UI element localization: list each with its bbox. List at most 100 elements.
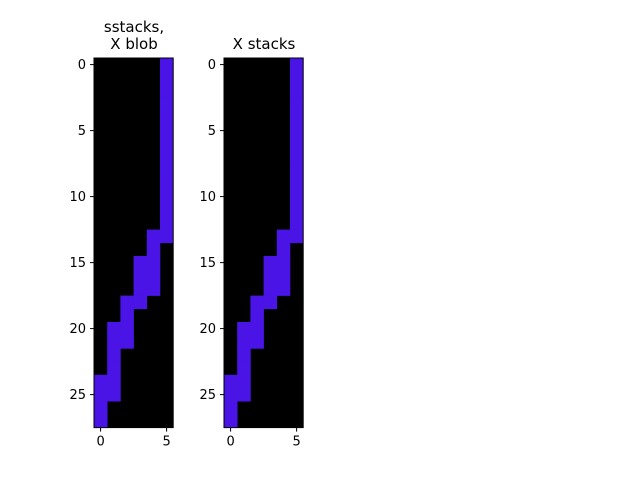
heatmap-cell (160, 203, 174, 217)
heatmap-cell (133, 256, 148, 270)
heatmap-cell (290, 190, 304, 204)
heatmap-cell (237, 335, 251, 349)
heatmap-cells (223, 57, 304, 429)
y-tick-label: 20 (69, 322, 86, 337)
heatmap-cell (160, 229, 174, 244)
heatmap-cell (237, 361, 251, 376)
x-tick-label: 0 (226, 435, 234, 450)
y-axis-ticks: 0 5 10 15 20 25 (199, 58, 224, 403)
heatmap-cell (224, 401, 238, 415)
heatmap-cell (160, 97, 174, 112)
heatmap-cell (250, 322, 264, 336)
heatmap-cell (290, 97, 304, 112)
y-tick-label: 25 (199, 388, 216, 403)
heatmap-cell (160, 150, 174, 164)
heatmap-cell (263, 282, 278, 296)
x-tick-label: 5 (162, 435, 170, 450)
heatmap-cell (160, 137, 174, 151)
heatmap-cell (276, 242, 291, 257)
heatmap-cell (263, 269, 278, 283)
heatmap-cell (224, 388, 238, 402)
heatmap-cell (250, 308, 264, 323)
heatmap-cell (290, 58, 304, 72)
heatmap-cell (146, 256, 161, 270)
heatmap-cell (94, 374, 108, 389)
heatmap-cell (290, 150, 304, 164)
heatmap-cell (224, 414, 238, 428)
heatmap-cell (237, 374, 251, 389)
heatmap-cell (160, 190, 174, 204)
heatmap-cell (160, 216, 174, 230)
axes-frame (93, 57, 174, 429)
heatmap-cell (160, 71, 174, 85)
axes-frame (223, 57, 304, 429)
heatmap-cell (290, 137, 304, 151)
heatmap-cell (290, 163, 304, 178)
heatmap-cell (133, 282, 148, 296)
heatmap-cell (107, 388, 121, 402)
y-tick-label: 5 (78, 124, 86, 139)
heatmap-cell (120, 295, 134, 310)
heatmap-cell (290, 110, 304, 125)
y-tick-label: 0 (208, 58, 216, 73)
heatmap-cell (263, 256, 278, 270)
heatmap-cell (94, 388, 108, 402)
heatmap-cell (160, 84, 174, 98)
y-tick-label: 10 (69, 190, 86, 205)
heatmap-cell (237, 348, 251, 362)
heatmap-cell (237, 388, 251, 402)
heatmap-cell (160, 124, 174, 138)
heatmap-cell (290, 229, 304, 244)
heatmap-cell (160, 110, 174, 125)
heatmap-cell (146, 229, 161, 244)
heatmap-cell (290, 216, 304, 230)
heatmap-cell (276, 269, 291, 283)
heatmap-cell (107, 335, 121, 349)
heatmap-cell (263, 295, 278, 310)
x-tick-label: 5 (292, 435, 300, 450)
heatmap-cell (290, 71, 304, 85)
heatmap-cell (224, 374, 238, 389)
y-tick-label: 10 (199, 190, 216, 205)
heatmap-cells (93, 57, 174, 429)
heatmap-cell (250, 335, 264, 349)
y-tick-label: 15 (199, 256, 216, 271)
heatmap-cell (276, 229, 291, 244)
y-tick-label: 5 (208, 124, 216, 139)
y-tick-label: 0 (78, 58, 86, 73)
heatmap-cell (94, 401, 108, 415)
heatmap-cell (237, 322, 251, 336)
heatmap-cell (107, 374, 121, 389)
heatmap-cell (290, 84, 304, 98)
heatmap-cell (276, 256, 291, 270)
heatmap-cell (290, 203, 304, 217)
heatmap-cell (160, 163, 174, 178)
heatmap-cell (120, 335, 134, 349)
panel-title-line-1: X stacks (233, 35, 296, 53)
heatmap-cell (107, 361, 121, 376)
heatmap-cell (160, 58, 174, 72)
heatmap-cell (146, 269, 161, 283)
heatmap-cell (133, 269, 148, 283)
heatmap-cell (250, 295, 264, 310)
y-axis-ticks: 0 5 10 15 20 25 (69, 58, 94, 403)
heatmap-cell (120, 322, 134, 336)
heatmap-cell (146, 282, 161, 296)
heatmap-cell (146, 242, 161, 257)
heatmap-cell (133, 295, 148, 310)
y-tick-label: 15 (69, 256, 86, 271)
heatmap-cell (107, 322, 121, 336)
heatmap-cell (290, 176, 304, 191)
heatmap-cell (160, 176, 174, 191)
x-tick-label: 0 (96, 435, 104, 450)
panel-title-line-1: sstacks, (104, 18, 164, 36)
panel-title-line-2: X blob (110, 35, 157, 53)
y-tick-label: 20 (199, 322, 216, 337)
heatmap-cell (120, 308, 134, 323)
heatmap-cell (290, 124, 304, 138)
